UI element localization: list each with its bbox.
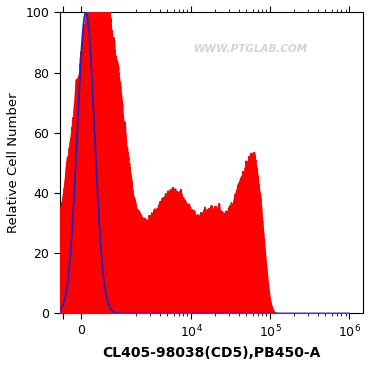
Text: WWW.PTGLAB.COM: WWW.PTGLAB.COM [194,44,308,54]
X-axis label: CL405-98038(CD5),PB450-A: CL405-98038(CD5),PB450-A [102,346,321,360]
Y-axis label: Relative Cell Number: Relative Cell Number [7,93,20,233]
